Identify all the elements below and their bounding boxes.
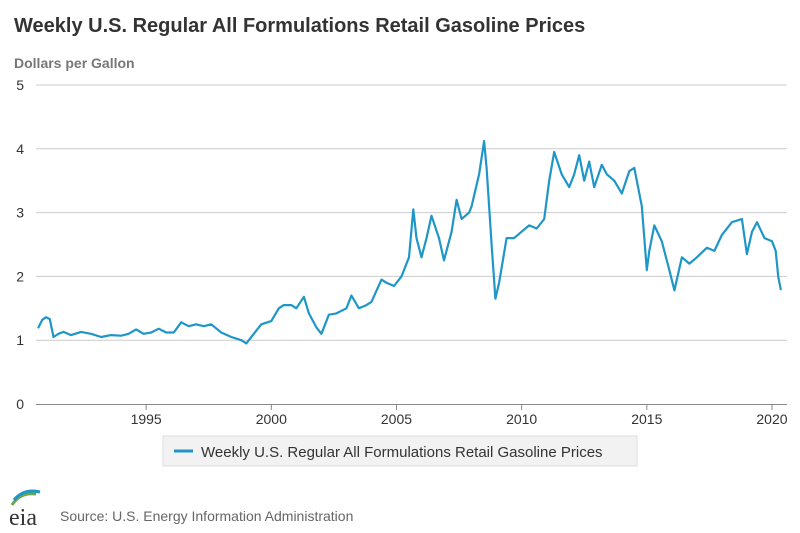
y-axis-unit-label: Dollars per Gallon <box>14 55 135 71</box>
logo-arc-blue <box>12 489 41 502</box>
legend-box <box>162 435 638 467</box>
x-tick-label-2000: 2000 <box>256 411 287 427</box>
x-tick-labels: 1995 2000 2005 2010 2015 2020 <box>131 411 788 427</box>
x-tick-label-2010: 2010 <box>506 411 537 427</box>
y-tick-label-5: 5 <box>16 77 24 93</box>
legend[interactable]: Weekly U.S. Regular All Formulations Ret… <box>162 435 638 467</box>
series-line-gasoline-price <box>37 140 782 345</box>
y-tick-label-4: 4 <box>16 141 24 157</box>
x-tick-label-2005: 2005 <box>381 411 412 427</box>
y-tick-label-2: 2 <box>16 268 24 284</box>
x-tick-label-2020: 2020 <box>756 411 787 427</box>
y-tick-label-1: 1 <box>16 332 24 348</box>
eia-logo: eia <box>9 489 41 531</box>
chart-title: Weekly U.S. Regular All Formulations Ret… <box>14 15 585 37</box>
legend-label: Weekly U.S. Regular All Formulations Ret… <box>201 444 603 461</box>
x-tick-label-1995: 1995 <box>131 411 162 427</box>
x-axis <box>36 404 787 410</box>
source-text: Source: U.S. Energy Information Administ… <box>60 508 353 524</box>
y-tick-label-3: 3 <box>16 205 24 221</box>
x-tick-label-2015: 2015 <box>631 411 662 427</box>
logo-text: eia <box>9 505 37 531</box>
y-tick-labels: 0 1 2 3 4 5 <box>16 77 24 412</box>
y-grid <box>36 84 787 341</box>
logo-arc-green <box>10 492 37 506</box>
y-tick-label-0: 0 <box>16 396 24 412</box>
